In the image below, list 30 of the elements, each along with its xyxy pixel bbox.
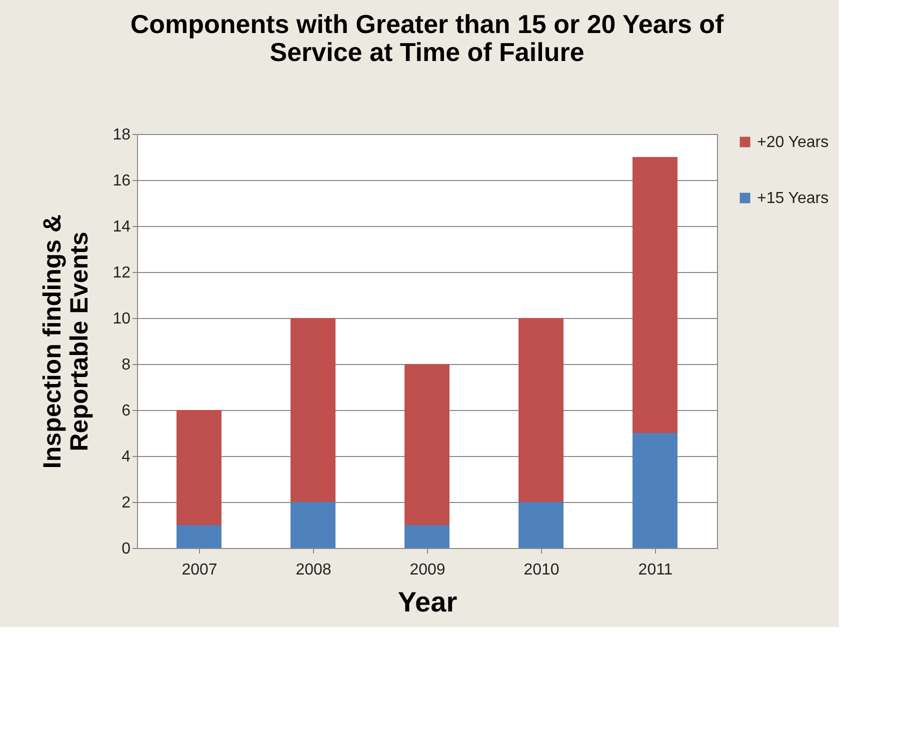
bar	[176, 525, 222, 548]
y-tick-label: 8	[122, 356, 131, 374]
bar	[290, 318, 336, 502]
bar	[518, 318, 564, 502]
legend-label: +20 Years	[757, 134, 829, 151]
bar	[290, 502, 336, 548]
y-tick-label: 6	[122, 402, 131, 420]
y-axis-title: Inspection findings & Reportable Events	[38, 214, 94, 469]
x-tick-label: 2009	[410, 562, 446, 578]
bar	[404, 525, 450, 548]
x-tick-label: 2008	[296, 562, 332, 578]
y-tick-label: 10	[112, 310, 131, 328]
y-tick-label: 4	[122, 448, 131, 466]
y-tick-label: 2	[122, 494, 131, 512]
bar	[404, 364, 450, 525]
bar	[632, 157, 678, 433]
x-tick-label: 2007	[182, 562, 218, 578]
y-tick-label: 14	[112, 218, 131, 236]
legend-label: +15 Years	[757, 190, 829, 207]
y-tick-label: 0	[122, 540, 131, 558]
y-tick-label: 12	[112, 264, 131, 282]
x-axis-title: Year	[398, 586, 458, 618]
bar	[176, 410, 222, 525]
x-tick-label: 2011	[638, 562, 673, 578]
y-tick-label: 18	[112, 126, 131, 144]
x-tick-label: 2010	[524, 562, 560, 578]
y-tick-label: 16	[112, 172, 131, 190]
bar	[518, 502, 564, 548]
bar	[632, 433, 678, 548]
chart-title: Components with Greater than 15 or 20 Years of Service at Time of Failure	[130, 9, 724, 67]
